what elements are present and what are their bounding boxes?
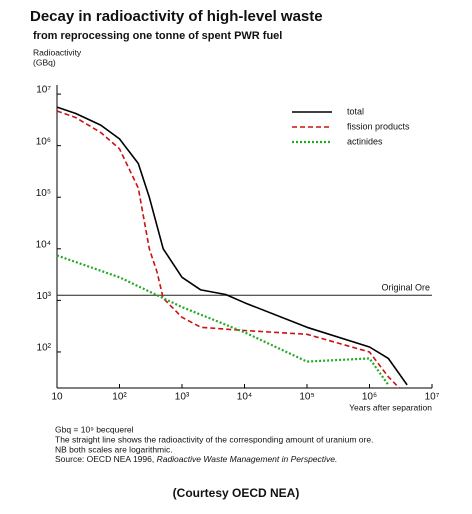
- x-tick-label: 10⁴: [237, 392, 252, 403]
- note: The straight line shows the radioactivit…: [55, 434, 373, 444]
- series-line: [56, 106, 408, 386]
- source-prefix: Source: OECD NEA 1996,: [55, 454, 157, 464]
- x-tick-label: 10²: [112, 392, 127, 403]
- source-title: Radioactive Waste Management in Perspect…: [157, 454, 338, 464]
- chart-title: Decay in radioactivity of high-level was…: [30, 8, 323, 25]
- y-tick-label: 10⁵: [36, 188, 51, 199]
- series-line: [56, 110, 400, 389]
- y-tick-label: 10⁷: [36, 85, 51, 96]
- source: Source: OECD NEA 1996, Radioactive Waste…: [55, 454, 337, 464]
- x-tick-label: 10⁵: [299, 392, 314, 403]
- x-tick-label: 10: [51, 392, 63, 403]
- x-tick-label: 10⁷: [425, 392, 440, 403]
- legend-label: fission products: [347, 121, 410, 131]
- y-tick-label: 10²: [37, 343, 52, 354]
- y-tick-label: 10³: [37, 291, 52, 302]
- y-axis-label: (GBq): [33, 57, 56, 67]
- x-axis-label: Years after separation: [349, 402, 432, 412]
- legend-label: actinides: [347, 136, 383, 146]
- legend-label: total: [347, 106, 364, 116]
- y-tick-label: 10⁴: [36, 239, 51, 250]
- reference-label: Original Ore: [381, 283, 430, 293]
- series-line: [56, 254, 390, 386]
- y-axis-label: Radioactivity: [33, 47, 82, 57]
- note: NB both scales are logarithmic.: [55, 444, 173, 454]
- x-tick-label: 10⁶: [362, 392, 377, 403]
- x-tick-label: 10³: [175, 392, 190, 403]
- chart-subtitle: from reprocessing one tonne of spent PWR…: [33, 30, 282, 42]
- note: Gbq = 10⁹ becquerel: [55, 424, 134, 434]
- y-tick-label: 10⁶: [36, 136, 51, 147]
- credit: (Courtesy OECD NEA): [173, 486, 300, 500]
